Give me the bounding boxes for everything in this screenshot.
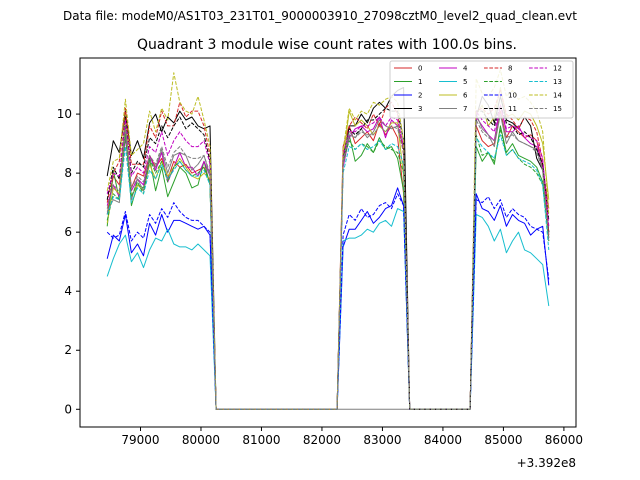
plot-frame <box>79 57 577 428</box>
legend-label-1: 1 <box>418 78 422 86</box>
legend-label-8: 8 <box>508 65 512 73</box>
x-tick-label: 84000 <box>424 433 462 447</box>
series-line-12 <box>106 104 550 410</box>
legend-label-5: 5 <box>463 78 467 86</box>
series-lines <box>106 69 550 410</box>
y-tick-label: 0 <box>64 402 72 416</box>
legend-label-3: 3 <box>418 105 422 113</box>
x-tick-label: 79000 <box>121 433 159 447</box>
series-line-6 <box>106 87 550 410</box>
series-line-4 <box>106 104 550 410</box>
x-tick-label: 81000 <box>242 433 280 447</box>
chart-suptitle: Data file: modeM0/AS1T03_231T01_90000039… <box>63 9 577 23</box>
x-tick-label: 85000 <box>484 433 522 447</box>
legend-label-6: 6 <box>463 92 468 100</box>
chart-title: Quadrant 3 module wise count rates with … <box>137 37 517 53</box>
series-line-13 <box>106 134 550 410</box>
legend-label-14: 14 <box>553 92 562 100</box>
series-line-2 <box>106 187 550 410</box>
legend-label-2: 2 <box>418 92 422 100</box>
series-line-7 <box>106 113 550 410</box>
legend-label-11: 11 <box>508 105 517 113</box>
x-axis-ticks: 79000 80000 81000 82000 83000 84000 85000 86000 <box>121 427 583 447</box>
legend-label-15: 15 <box>553 105 562 113</box>
series-line-14 <box>106 69 550 410</box>
legend-box <box>389 60 574 119</box>
legend-label-4: 4 <box>463 65 468 73</box>
legend-label-10: 10 <box>508 92 517 100</box>
y-tick-label: 10 <box>57 107 72 121</box>
legend-label-7: 7 <box>463 105 467 113</box>
series-line-15 <box>106 113 550 410</box>
x-tick-label: 86000 <box>545 433 583 447</box>
series-line-5 <box>106 208 550 410</box>
x-tick-label: 82000 <box>303 433 341 447</box>
legend-label-12: 12 <box>553 65 562 73</box>
legend-label-9: 9 <box>508 78 512 86</box>
series-line-3 <box>106 87 550 410</box>
x-offset-label: +3.392e8 <box>517 456 576 470</box>
legend-label-0: 0 <box>418 65 422 73</box>
y-tick-label: 4 <box>64 284 72 298</box>
series-line-8 <box>106 90 550 410</box>
x-tick-label: 80000 <box>182 433 220 447</box>
y-tick-label: 2 <box>64 343 72 357</box>
legend-label-13: 13 <box>553 78 562 86</box>
y-axis-ticks: 0 2 4 6 8 10 <box>57 107 80 416</box>
series-line-11 <box>106 104 550 410</box>
y-tick-label: 6 <box>64 225 72 239</box>
series-line-10 <box>106 193 550 410</box>
y-tick-label: 8 <box>64 166 72 180</box>
x-tick-label: 83000 <box>363 433 401 447</box>
